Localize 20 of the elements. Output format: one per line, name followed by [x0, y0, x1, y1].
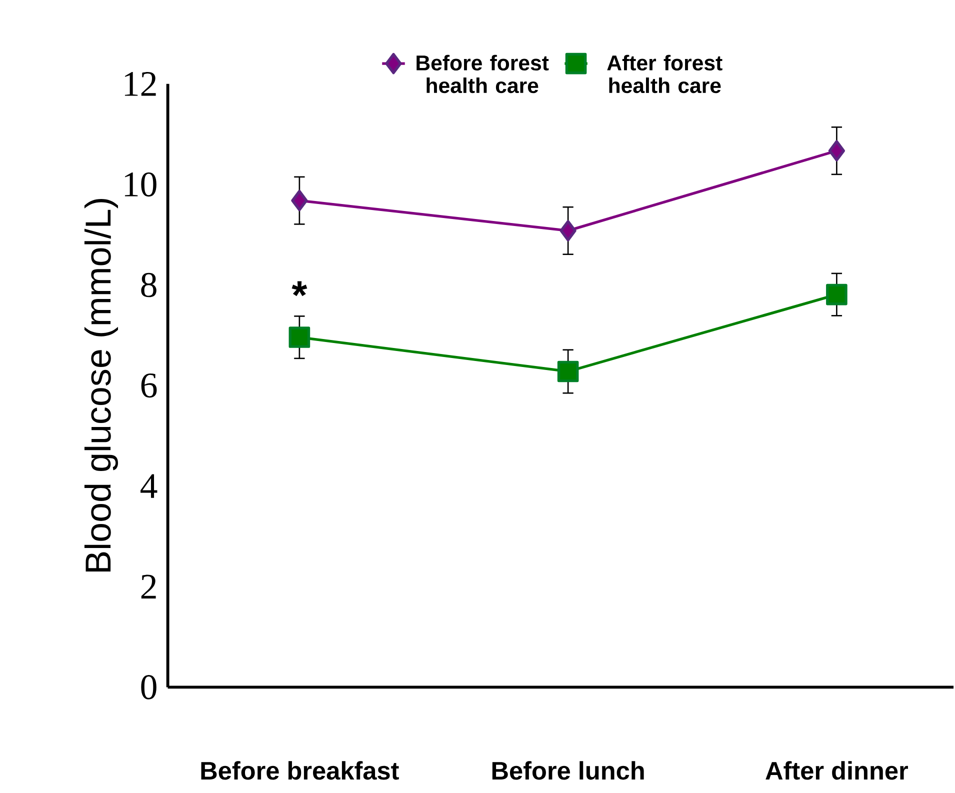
x-tick-label: Before lunch [492, 761, 644, 780]
point [557, 360, 579, 382]
legend-label: After forest health care [607, 54, 722, 94]
point [560, 220, 576, 242]
y-tick-label: 2 [141, 574, 156, 599]
y-tick-label: 4 [140, 474, 158, 498]
point [828, 140, 846, 162]
point [826, 284, 848, 306]
legend-label: Before forest health care [416, 54, 549, 94]
y-axis-title: Blood glucose (mmol/L) [84, 198, 118, 572]
y-tick-label: 0 [141, 675, 156, 700]
y-tick-label: 8 [141, 272, 156, 298]
point [291, 190, 308, 212]
y-tick-label: 10 [124, 172, 156, 197]
x-tick-label: After dinner [766, 761, 908, 780]
point [288, 326, 310, 348]
y-tick-label: 12 [124, 72, 156, 96]
x-tick-label: Before breakfast [201, 761, 399, 780]
annotation: * [292, 281, 308, 296]
y-tick-label: 6 [141, 373, 157, 398]
